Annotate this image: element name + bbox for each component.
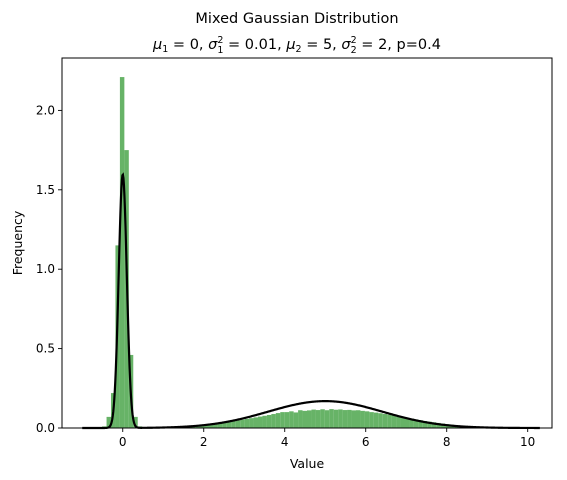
histogram-bar: [244, 418, 250, 428]
subtitle-mu2: μ: [285, 37, 295, 53]
histogram-bar: [213, 423, 218, 428]
histogram-bar: [422, 421, 428, 428]
y-tick-label: 0.5: [36, 342, 55, 356]
histogram-bar: [338, 409, 343, 428]
histogram-bar: [418, 420, 423, 428]
histogram-bar: [369, 412, 374, 428]
histogram-bar: [391, 415, 397, 428]
histogram-bar: [405, 417, 410, 428]
x-tick-label: 2: [200, 435, 208, 449]
histogram-bar: [378, 413, 383, 428]
subtitle-mu2-sub: 2: [296, 44, 302, 55]
histogram-bar: [373, 412, 379, 428]
histogram-bar: [258, 416, 263, 428]
density-curve-group: [82, 172, 540, 430]
histogram-bar: [329, 409, 334, 428]
subtitle-sig2-sup: 2: [351, 35, 357, 46]
y-axis-ticks: 0.0 0.5 1.0 1.5 2.0: [36, 103, 62, 435]
histogram-bar: [356, 410, 361, 428]
histogram-bar: [249, 418, 254, 428]
histogram-bar: [266, 414, 272, 428]
histogram-bar: [413, 419, 419, 428]
histogram-bar: [275, 413, 281, 428]
histogram-bar: [307, 410, 312, 428]
subtitle-mu2-val: = 5,: [302, 37, 342, 53]
histogram-bar: [347, 409, 352, 428]
subtitle-mu1-sub: 1: [162, 44, 168, 55]
histogram-bar: [342, 410, 348, 428]
y-tick-label: 0.0: [36, 421, 55, 435]
subtitle-mu1: μ: [152, 37, 162, 53]
plot-frame: [61, 57, 553, 429]
histogram-bar: [119, 77, 125, 428]
y-axis-label: Frequency: [10, 210, 25, 275]
subtitle-sig1: σ: [208, 37, 218, 53]
histogram-bar: [235, 420, 241, 428]
y-tick-label: 2.0: [36, 103, 55, 117]
x-tick-label: 8: [443, 435, 451, 449]
histogram-bar: [280, 412, 285, 428]
histogram-bar: [396, 416, 401, 428]
histogram-bar: [351, 410, 356, 428]
histogram-bar: [200, 424, 205, 428]
histogram-bar: [133, 416, 138, 428]
density-curve: [82, 172, 540, 430]
chart-title: Mixed Gaussian Distribution: [195, 11, 398, 27]
x-tick-label: 6: [362, 435, 370, 449]
histogram-bar: [315, 410, 321, 428]
histogram-bar: [360, 410, 365, 428]
x-tick-label: 4: [281, 435, 289, 449]
histogram-bar: [240, 419, 245, 428]
chart-subtitle: μ1 = 0, σ2 1 = 0.01, μ2 = 5, σ2 2 = 2, p=0…: [152, 35, 441, 56]
histogram-bar: [204, 424, 209, 428]
histogram-bar: [311, 409, 316, 428]
histogram-bar: [222, 422, 227, 428]
subtitle-sig2-sub: 2: [351, 45, 357, 56]
histogram-bar: [320, 409, 325, 428]
histogram-bar: [217, 423, 223, 428]
histogram-bar: [427, 421, 432, 428]
histogram-bar: [253, 417, 258, 428]
subtitle-sig1-sub: 1: [217, 45, 223, 56]
y-tick-label: 1.0: [36, 262, 55, 276]
histogram-bar: [271, 414, 276, 428]
x-axis-label: Value: [290, 456, 325, 471]
histogram-bar: [293, 412, 299, 428]
histogram-bar: [209, 424, 214, 428]
histogram-bar: [400, 417, 405, 428]
histogram-bar: [324, 410, 330, 428]
histogram-bar: [262, 415, 267, 428]
subtitle-mu1-val: = 0,: [168, 37, 208, 53]
histogram-bar: [364, 411, 370, 428]
histogram-bar: [382, 414, 388, 428]
y-tick-label: 1.5: [36, 183, 55, 197]
histogram-bar: [431, 422, 437, 428]
histogram-bar: [298, 410, 303, 428]
subtitle-sig2-val: = 2, p=0.4: [357, 37, 441, 53]
histogram-bar: [333, 409, 339, 428]
histogram-bar: [226, 421, 232, 428]
x-tick-label: 0: [119, 435, 127, 449]
x-axis-ticks: 0 2 4 6 8 10: [119, 428, 535, 449]
histogram-bar: [289, 411, 294, 428]
subtitle-sig1-val: = 0.01,: [223, 37, 286, 53]
subtitle-sig2: σ: [341, 37, 351, 53]
subtitle-sig1-sup: 2: [217, 35, 223, 46]
histogram-bar: [302, 410, 307, 428]
histogram-bar: [106, 416, 111, 428]
histogram-bar: [436, 422, 441, 428]
histogram-bar: [409, 418, 414, 428]
histogram-bar: [284, 412, 290, 428]
histogram-bars: [102, 77, 526, 428]
histogram-bar: [231, 421, 236, 428]
histogram-bar: [387, 414, 392, 428]
x-tick-label: 10: [520, 435, 535, 449]
